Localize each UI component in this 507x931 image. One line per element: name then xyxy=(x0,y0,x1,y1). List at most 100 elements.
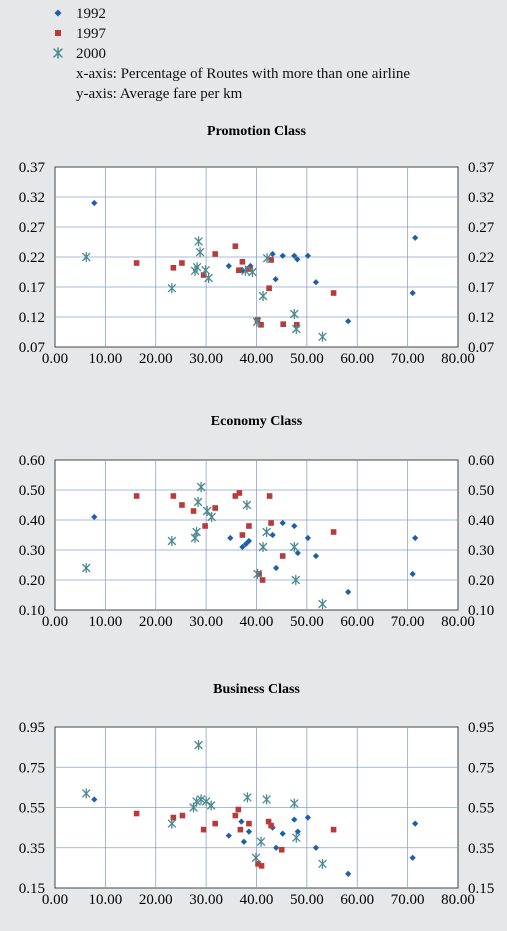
x-tick-label: 70.00 xyxy=(391,892,425,908)
point-1997 xyxy=(259,577,266,583)
point-1997 xyxy=(235,806,242,813)
y-tick-label-left: 0.95 xyxy=(19,720,45,736)
point-1997 xyxy=(237,826,244,833)
legend-label-2000: 2000 xyxy=(76,46,106,62)
point-1997 xyxy=(265,818,272,825)
point-1997 xyxy=(258,322,264,328)
x-tick-label: 0.00 xyxy=(42,614,68,630)
x-tick-label: 40.00 xyxy=(240,614,274,630)
point-2000 xyxy=(194,236,203,247)
point-2000 xyxy=(167,535,177,547)
point-1997 xyxy=(266,285,272,291)
x-tick-label: 10.00 xyxy=(89,892,123,908)
y-tick-label-right: 0.20 xyxy=(468,573,494,589)
point-2000 xyxy=(207,800,216,811)
x-tick-label: 50.00 xyxy=(290,614,324,630)
point-1997 xyxy=(330,290,337,296)
point-2000 xyxy=(262,794,271,805)
point-2000 xyxy=(196,481,206,493)
point-1997 xyxy=(170,265,177,271)
point-1997 xyxy=(279,553,286,559)
point-2000 xyxy=(241,265,250,276)
x-tick-label: 20.00 xyxy=(139,351,173,367)
legend-diamond-icon xyxy=(54,9,62,17)
x-tick-label: 60.00 xyxy=(340,351,374,367)
x-tick-label: 60.00 xyxy=(340,614,374,630)
point-2000 xyxy=(253,568,262,580)
point-2000 xyxy=(248,266,257,278)
point-2000 xyxy=(195,247,205,258)
point-2000 xyxy=(192,262,202,273)
y-tick-label-left: 0.40 xyxy=(19,513,45,529)
x-tick-label: 70.00 xyxy=(391,614,425,630)
point-1992 xyxy=(225,262,232,270)
y-tick-label-right: 0.10 xyxy=(468,603,494,619)
promotion-class-chart: Promotion Class 0.00 10.00 20.00 30.00 40.00 5… xyxy=(19,124,495,367)
x-tick-label: 0.00 xyxy=(42,351,68,367)
y-tick-label-right: 0.07 xyxy=(468,340,495,356)
y-tick-label-left: 0.12 xyxy=(19,310,45,326)
point-2000 xyxy=(256,836,266,847)
point-2000 xyxy=(167,818,177,829)
x-tick-label: 30.00 xyxy=(189,351,223,367)
point-1997 xyxy=(256,571,262,577)
point-1997 xyxy=(232,493,239,499)
y-tick-label-right: 0.15 xyxy=(468,881,494,897)
y-tick-label-left: 0.37 xyxy=(19,160,46,176)
y-tick-label-left: 0.50 xyxy=(19,483,45,499)
point-2000 xyxy=(318,598,327,610)
x-tick-label: 10.00 xyxy=(89,614,123,630)
point-1997 xyxy=(268,257,274,263)
x-tick-label: 80.00 xyxy=(441,614,475,630)
legend-label-1997: 1997 xyxy=(76,26,106,42)
point-1997 xyxy=(246,523,252,529)
y-axis-note: y-axis: Average fare per km xyxy=(76,86,243,102)
x-tick-label: 10.00 xyxy=(89,351,123,367)
point-1997 xyxy=(202,523,208,529)
x-tick-label: 40.00 xyxy=(240,892,274,908)
point-1997 xyxy=(330,826,337,833)
legend-square-icon xyxy=(55,30,61,36)
point-1992 xyxy=(240,838,248,845)
y-tick-label-left: 0.30 xyxy=(19,543,45,559)
point-1997 xyxy=(212,820,218,827)
y-tick-label-right: 0.37 xyxy=(468,160,495,176)
y-tick-label-left: 0.10 xyxy=(19,603,45,619)
chart-title: Promotion Class xyxy=(207,124,306,139)
legend-label-1992: 1992 xyxy=(76,6,106,22)
legend-asterisk-icon xyxy=(53,47,63,59)
y-tick-label-right: 0.22 xyxy=(468,250,494,266)
point-2000 xyxy=(290,798,299,809)
economy-class-chart: Economy Class 0.00 10.00 20.00 30.00 40.00 50.… xyxy=(19,414,495,630)
point-2000 xyxy=(194,739,203,751)
x-tick-label: 30.00 xyxy=(189,892,223,908)
point-2000 xyxy=(201,796,211,807)
y-tick-label-left: 0.22 xyxy=(19,250,45,266)
y-tick-label-left: 0.27 xyxy=(19,220,46,236)
x-tick-label: 40.00 xyxy=(240,351,274,367)
x-axis-note: x-axis: Percentage of Routes with more t… xyxy=(76,66,411,82)
point-1992 xyxy=(345,870,352,878)
x-tick-label: 0.00 xyxy=(42,892,68,908)
point-2000 xyxy=(243,792,252,803)
chart-title: Business Class xyxy=(213,682,300,697)
point-1997 xyxy=(239,532,246,538)
business-class-chart: Business Class 0.00 10.00 20.00 30.00 40.00 50… xyxy=(19,682,495,908)
point-1997 xyxy=(200,826,207,833)
x-tick-label: 70.00 xyxy=(391,351,425,367)
point-1997 xyxy=(133,260,140,266)
point-1992 xyxy=(91,199,98,207)
point-1997 xyxy=(179,260,185,266)
point-1997 xyxy=(212,251,218,257)
point-2000 xyxy=(252,316,262,327)
point-1997 xyxy=(170,493,177,499)
point-1997 xyxy=(190,508,197,514)
point-1997 xyxy=(280,321,286,327)
x-tick-label: 20.00 xyxy=(139,892,173,908)
point-1997 xyxy=(255,861,261,867)
point-2000 xyxy=(192,796,201,807)
x-tick-label: 30.00 xyxy=(189,614,223,630)
point-2000 xyxy=(258,541,268,553)
point-1997 xyxy=(239,259,246,265)
point-1997 xyxy=(236,267,242,273)
